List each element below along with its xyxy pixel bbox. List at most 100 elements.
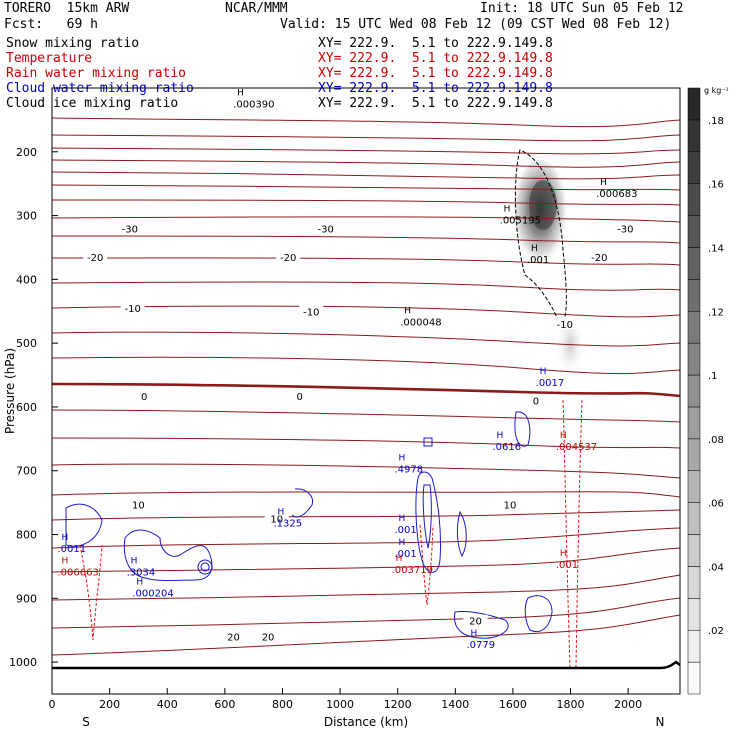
y-tick-label: 700 [16, 465, 37, 478]
colorbar-segment [687, 438, 701, 471]
maximum-marker-h: H [131, 557, 138, 567]
x-end-label-north: N [656, 715, 665, 729]
maximum-marker-h: H [398, 453, 405, 463]
x-tick-label: 1200 [384, 698, 412, 711]
maximum-value: .001 [394, 525, 416, 536]
x-end-label-south: S [82, 715, 90, 729]
maximum-marker-h: H [136, 578, 143, 588]
isotherm-label: 0 [533, 397, 539, 408]
isotherm-label-bg [299, 305, 324, 317]
y-axis-label: Pressure (hPa) [3, 348, 17, 434]
isotherm-label: -20 [591, 253, 607, 264]
maximum-marker-h: H [531, 244, 538, 254]
x-tick-label: 600 [214, 698, 235, 711]
y-tick-label: 800 [16, 529, 37, 542]
maximum-value: .0011 [57, 544, 86, 555]
x-tick-label: 400 [157, 698, 178, 711]
y-tick-label: 200 [16, 146, 37, 159]
colorbar-label: .1 [708, 371, 718, 382]
isotherm-label-bg [613, 222, 638, 234]
maximum-value: .004537 [556, 442, 597, 453]
isotherm-label-bg [83, 251, 108, 263]
isotherm-label-bg [523, 394, 548, 406]
maximum-value: .0779 [467, 640, 496, 651]
isotherm-label: -30 [317, 224, 333, 235]
isotherm-label: -10 [303, 307, 319, 318]
isotherm-label: 10 [504, 501, 517, 512]
colorbar-segment [687, 534, 701, 567]
maximum-marker-h: H [61, 533, 68, 543]
maximum-value: .003719 [392, 565, 433, 576]
valid-time: Valid: 15 UTC Wed 08 Feb 12 (09 CST Wed … [280, 17, 672, 32]
field-xy-rain: XY= 222.9. 5.1 to 222.9.149.8 [318, 66, 553, 81]
snow-shading [512, 160, 584, 375]
colorbar-segment [687, 470, 701, 503]
colorbar-label: .08 [708, 435, 724, 446]
isotherm-label: 10 [132, 501, 145, 512]
colorbar-segment [687, 374, 701, 408]
isotherm-label-bg [276, 251, 301, 263]
isotherm-label-bg [221, 630, 246, 642]
colorbar-segment [687, 661, 701, 695]
maximum-value: .001 [527, 255, 549, 266]
maximum-marker-h: H [504, 205, 511, 215]
isotherm-label: -20 [87, 253, 103, 264]
maximum-marker-h: H [398, 514, 405, 524]
colorbar-segment [687, 247, 701, 280]
colorbar-segment [687, 342, 701, 376]
colorbar-segment [687, 598, 701, 631]
colorbar-segment [687, 311, 701, 344]
rain-water-contours [79, 399, 583, 669]
x-tick-label: 1000 [326, 698, 354, 711]
maximum-value: .001 [394, 549, 416, 560]
colorbar-label: .02 [708, 626, 724, 637]
colorbar-segment [687, 151, 701, 184]
y-axis: 200 300 400 500 600 700 800 900 1000 [9, 146, 58, 669]
maximum-value: .000390 [233, 99, 274, 110]
colorbar-segment [687, 119, 701, 153]
maximum-value: .1325 [274, 519, 303, 530]
maximum-value: .000204 [132, 589, 173, 600]
isotherm-label-bg [498, 498, 523, 510]
maximum-value: .001 [556, 560, 578, 571]
center-name: NCAR/MMM [225, 1, 288, 16]
field-name-snow: Snow mixing ratio [6, 36, 140, 51]
colorbar-label: .04 [708, 562, 724, 573]
colorbar-segment [687, 406, 701, 440]
maximum-marker-h: H [396, 554, 403, 564]
isotherm-label: -30 [122, 224, 138, 235]
maximum-marker-h: H [404, 307, 411, 317]
isotherm-label: 20 [227, 633, 240, 644]
x-tick-label: 0 [49, 698, 56, 711]
y-tick-label: 600 [16, 401, 37, 414]
maximum-marker-h: H [61, 557, 68, 567]
isotherm-label: -10 [557, 320, 573, 331]
maximum-marker-h: H [398, 538, 405, 548]
init-time: Init: 18 UTC Sun 05 Feb 12 [480, 1, 684, 16]
y-tick-label: 1000 [9, 656, 37, 669]
isotherm-label-bg [552, 318, 577, 330]
x-tick-label: 2000 [614, 698, 642, 711]
maximum-marker-h: H [471, 629, 478, 639]
model-title: TORERO 15km ARW [4, 1, 130, 16]
x-tick-label: 1600 [499, 698, 527, 711]
colorbar-segment [687, 183, 701, 216]
field-name-temperature: Temperature [6, 51, 93, 66]
isotherm-label-bg [256, 630, 281, 642]
maximum-marker-h: H [560, 549, 567, 559]
maximum-value: .4978 [394, 464, 423, 475]
colorbar-label: .18 [708, 116, 724, 127]
maximum-marker-h: H [278, 508, 285, 518]
maximum-value: .0017 [536, 378, 565, 389]
maximum-marker-h: H [600, 178, 607, 188]
maximum-marker-h: H [237, 88, 244, 98]
x-tick-label: 1400 [441, 698, 469, 711]
isotherm-label-bg [587, 251, 612, 263]
isotherm-label-bg [117, 222, 142, 234]
maximum-marker-h: H [540, 367, 547, 377]
colorbar-label: .06 [708, 499, 724, 510]
forecast-hour: Fcst: 69 h [4, 17, 98, 32]
colorbar-segment [687, 215, 701, 248]
isotherm-label-bg [120, 302, 145, 314]
